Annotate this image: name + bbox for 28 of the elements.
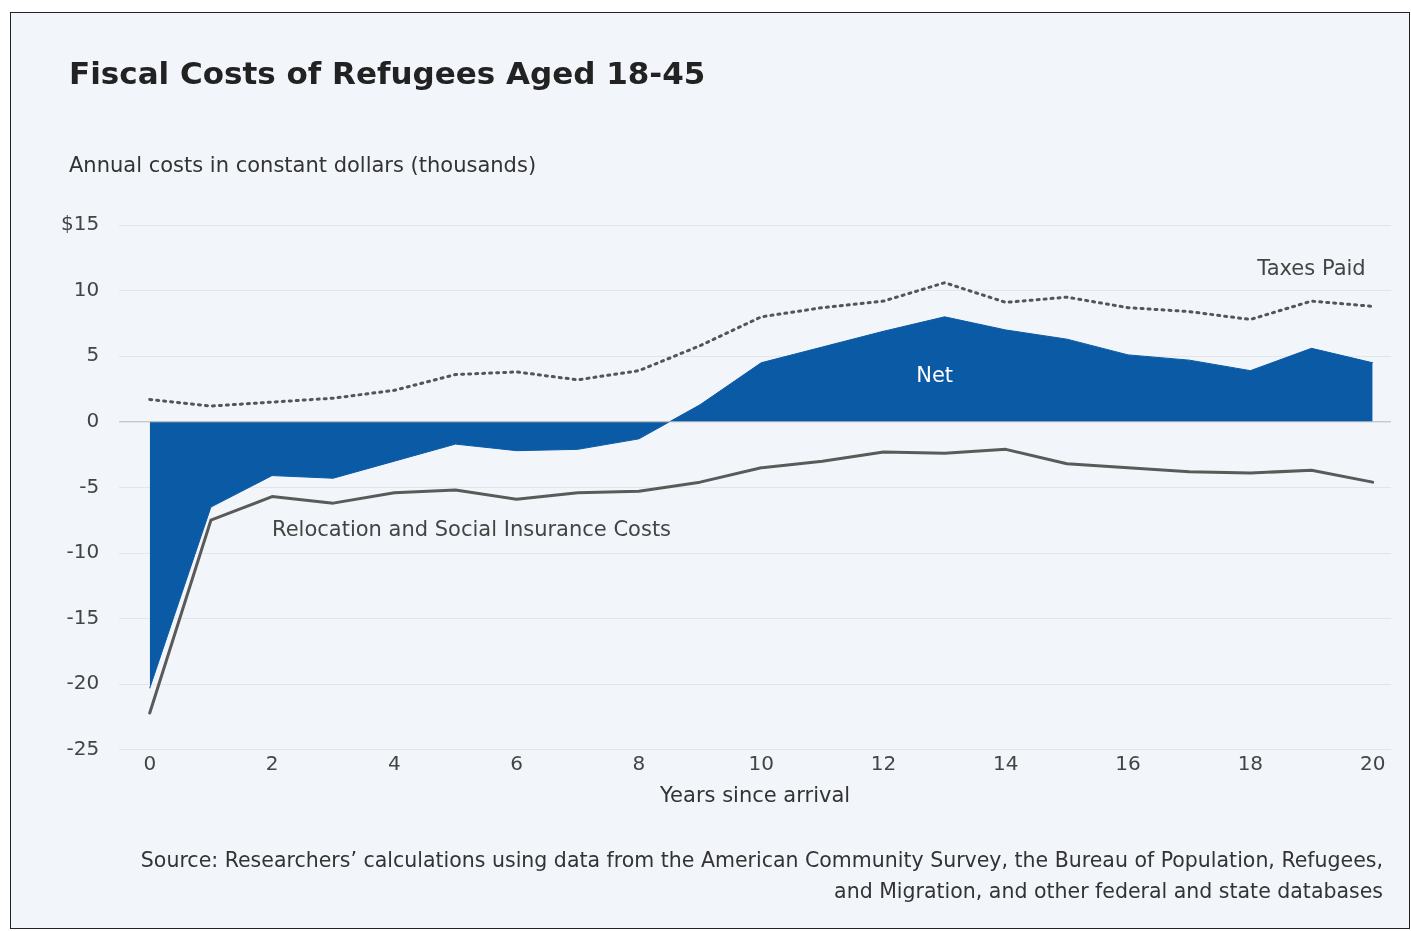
y-tick-label: -15 bbox=[66, 604, 100, 629]
source-note: Source: Researchers’ calculations using data from the American Community Survey, the Bureau of Population, Refugees, and Migration, and other federal and state databases bbox=[139, 847, 1383, 905]
x-tick-label: 12 bbox=[870, 751, 897, 775]
y-tick-label: -25 bbox=[66, 736, 100, 760]
series-label: Net bbox=[916, 363, 954, 388]
x-tick-label: 4 bbox=[387, 751, 401, 775]
series-label: Taxes Paid bbox=[1256, 255, 1366, 280]
y-tick-label: 10 bbox=[73, 276, 100, 301]
series-label: Relocation and Social Insurance Costs bbox=[272, 517, 672, 542]
y-tick-label: -5 bbox=[79, 473, 100, 498]
y-tick-label: -10 bbox=[66, 539, 100, 564]
x-axis-title: Years since arrival bbox=[659, 782, 851, 807]
y-tick-label: 5 bbox=[86, 342, 100, 367]
x-tick-label: 14 bbox=[993, 751, 1019, 775]
x-tick-label: 6 bbox=[510, 751, 523, 775]
x-tick-label: 16 bbox=[1115, 751, 1141, 775]
x-tick-label: 8 bbox=[632, 751, 646, 775]
y-axis-title: Annual costs in constant dollars (thousands) bbox=[69, 153, 537, 177]
y-tick-label: 0 bbox=[86, 408, 100, 432]
x-tick-label: 2 bbox=[265, 751, 279, 775]
x-tick-label: 10 bbox=[748, 751, 774, 775]
line-series bbox=[148, 281, 1375, 408]
x-tick-label: 0 bbox=[143, 751, 157, 775]
x-tick-label: 20 bbox=[1359, 751, 1386, 775]
x-tick-label: 18 bbox=[1237, 751, 1264, 775]
y-tick-label: $15 bbox=[60, 211, 100, 236]
chart-title: Fiscal Costs of Refugees Aged 18-45 bbox=[69, 55, 706, 91]
y-tick-label: -20 bbox=[66, 670, 100, 695]
